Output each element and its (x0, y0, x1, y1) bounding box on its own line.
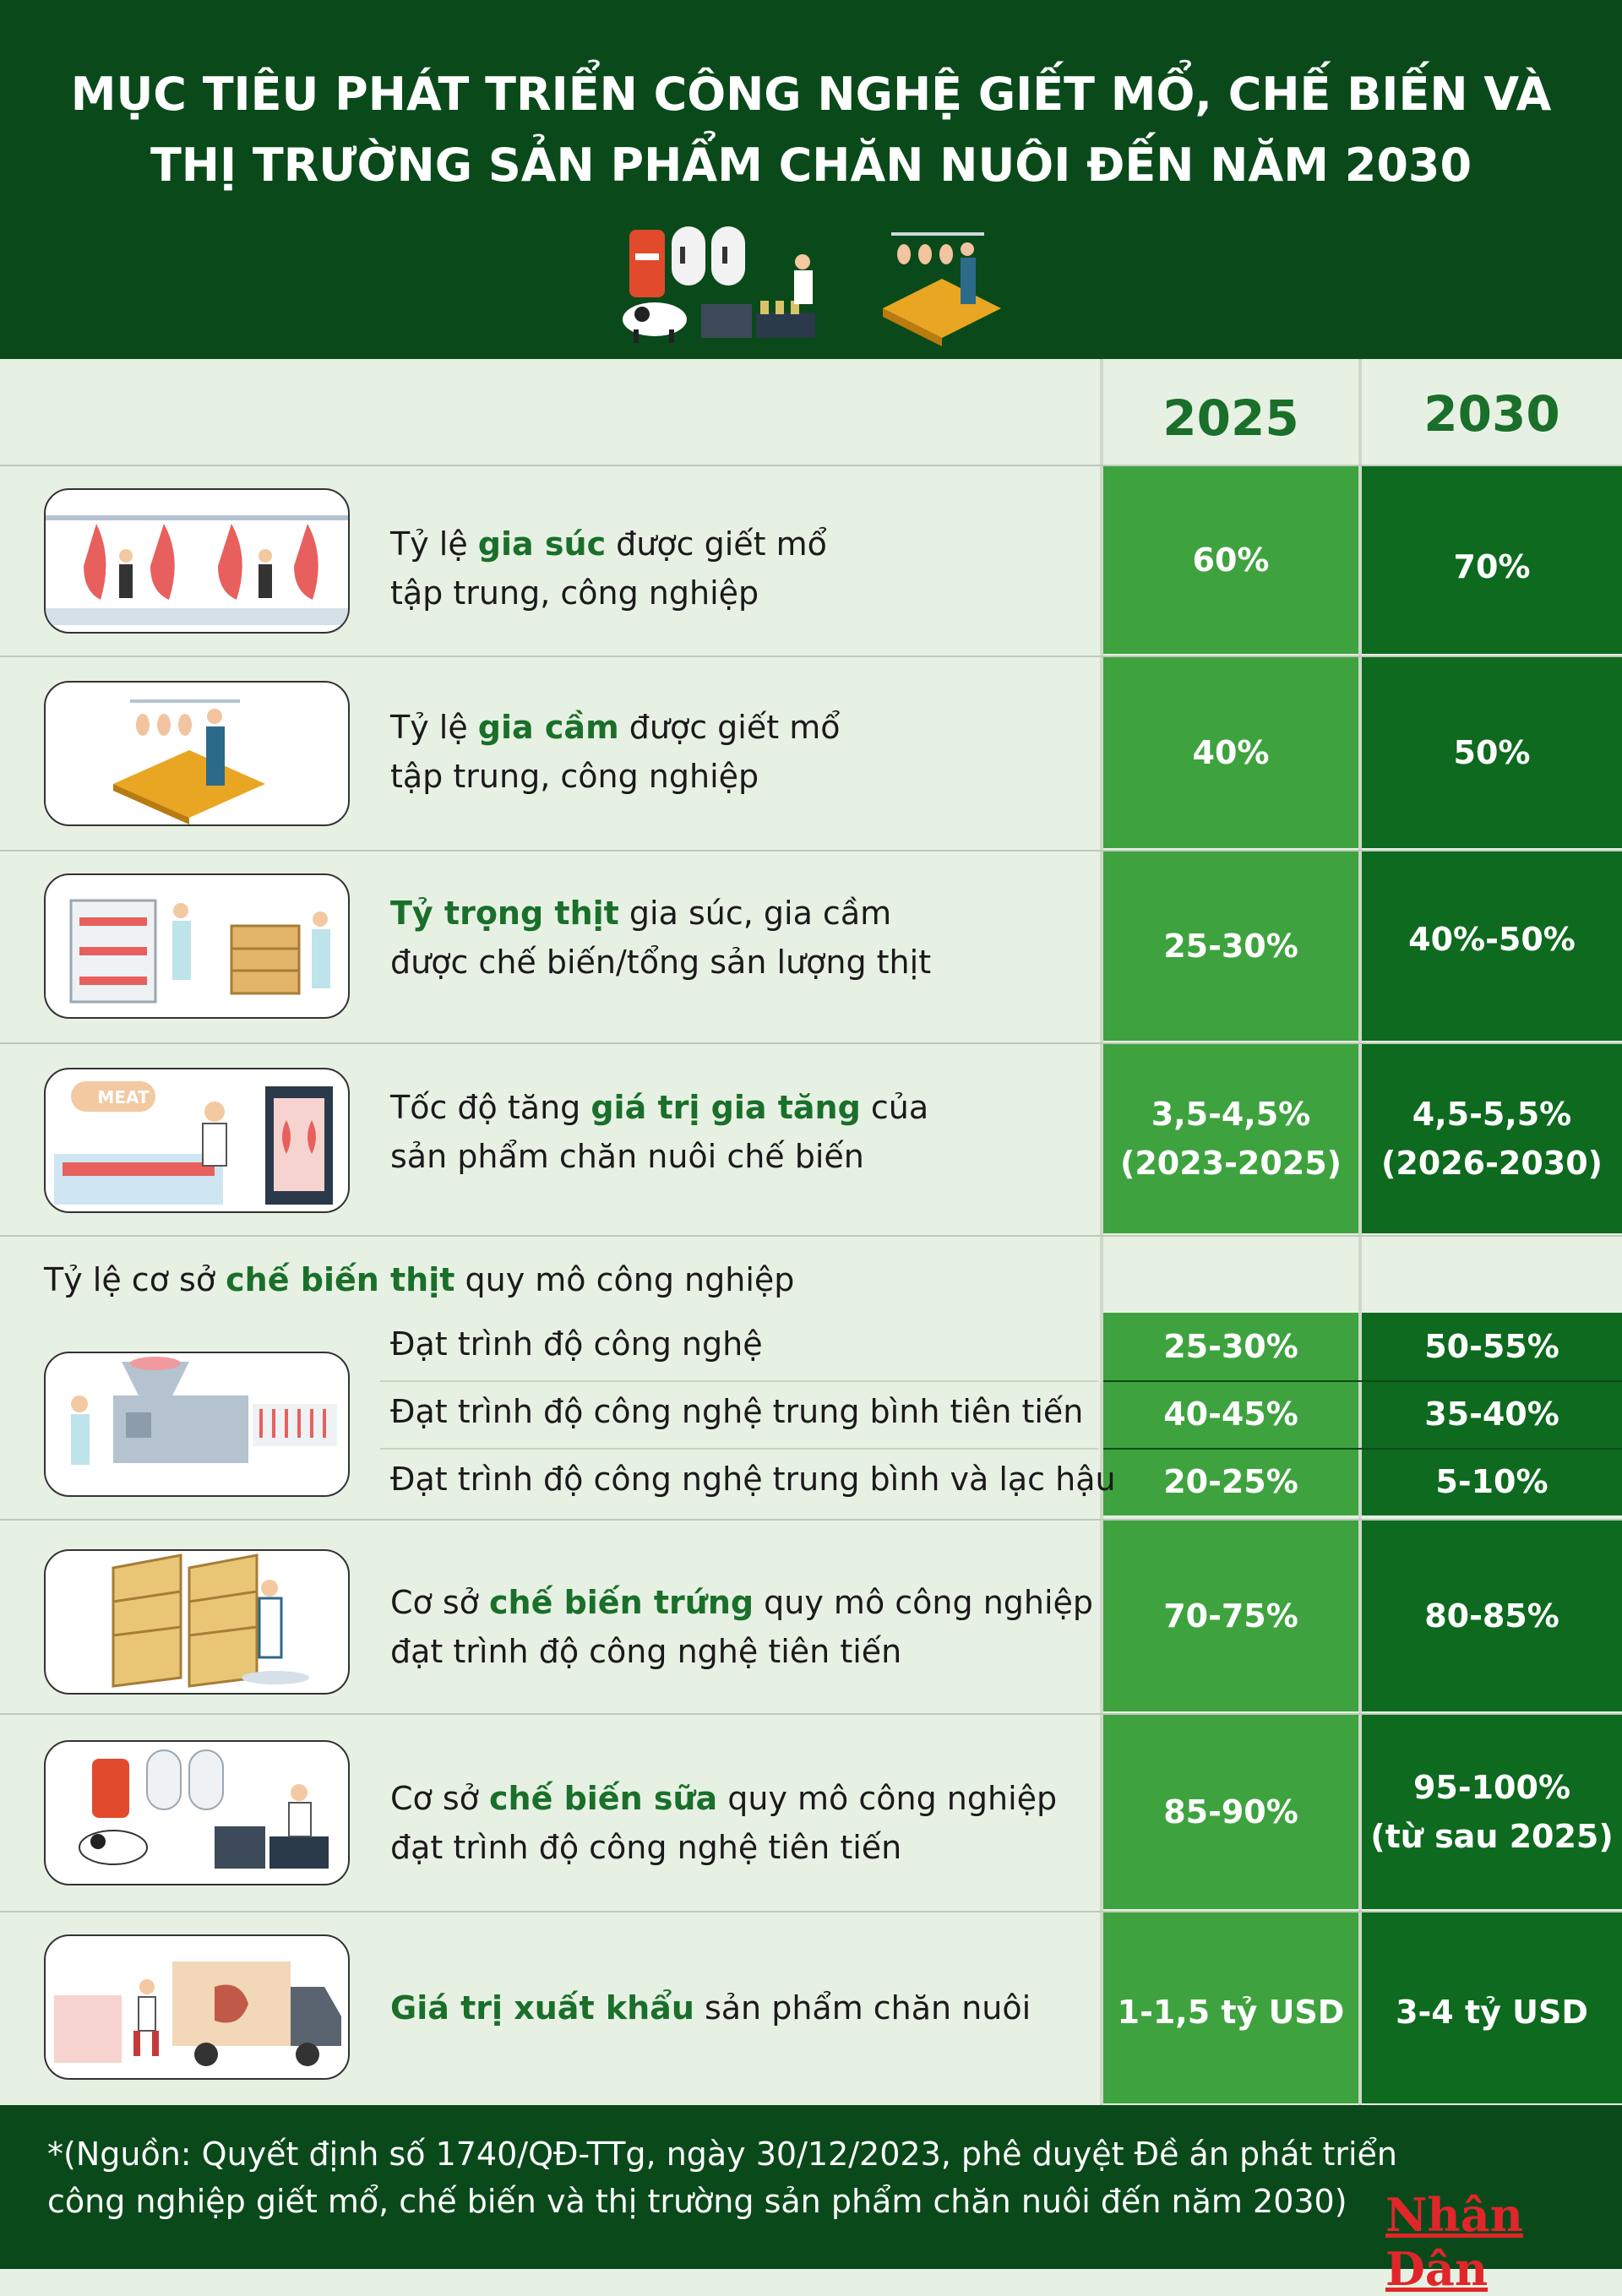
meat-shop-illustration: MEAT (44, 1068, 350, 1213)
subrow-1-2025-value: 25-30% (1163, 1328, 1298, 1365)
subrow-1-2030-value: 50-55% (1424, 1328, 1559, 1365)
row-1-highlight: gia súc (477, 525, 607, 563)
row-divider (0, 1713, 1622, 1715)
row-6-2025-value: 85-90% (1163, 1793, 1298, 1831)
title-line-2: THỊ TRƯỜNG SẢN PHẨM CHĂN NUÔI ĐẾN NĂM 20… (150, 139, 1472, 192)
cattle-slaughter-illustration (44, 488, 350, 634)
row-5-2025-value: 70-75% (1163, 1597, 1298, 1635)
row-3-2025-cell (1103, 851, 1358, 1041)
row-1-2025-cell (1103, 466, 1358, 654)
subrow-divider (380, 1380, 1098, 1382)
row-5-description: Cơ sở chế biến trứng quy mô công nghiệp … (390, 1584, 1094, 1670)
row-7-2030-value: 3-4 tỷ USD (1396, 1994, 1588, 2031)
subrow-divider (380, 1448, 1098, 1450)
meat-processing-illustration (44, 873, 350, 1019)
row-divider (0, 1235, 1622, 1237)
row-3-2025-value: 25-30% (1163, 928, 1298, 965)
section-highlight: chế biến thịt (226, 1261, 455, 1298)
poultry-slaughter-icon (113, 699, 265, 824)
header-banner: MỤC TIÊU PHÁT TRIỂN CÔNG NGHỆ GIẾT MỔ, C… (0, 0, 1622, 359)
row-4-2030-value: 4,5-5,5% (2026-2030) (1380, 1096, 1603, 1182)
col-divider-a (1100, 359, 1103, 2105)
row-2-2030-value: 50% (1453, 734, 1531, 771)
row-1-2030-cell (1362, 466, 1622, 654)
meat-machine-illustration (44, 1352, 350, 1497)
row-5-2025-cell (1103, 1521, 1358, 1711)
export-illustration (44, 1934, 350, 2080)
milk-processing-illustration (44, 1740, 350, 1885)
subrow-2-label: Đạt trình độ công nghệ trung bình tiên t… (390, 1393, 1084, 1430)
row-4-2025-cell (1103, 1044, 1358, 1233)
subrow-3-label: Đạt trình độ công nghệ trung bình và lạc… (390, 1461, 1116, 1498)
row-4-highlight: giá trị gia tăng (591, 1089, 861, 1126)
row-4-2025-value: 3,5-4,5% (2023-2025) (1119, 1096, 1342, 1182)
col-divider-b (1358, 359, 1362, 2105)
year-2025-header: 2025 (1162, 389, 1299, 447)
col-2025-header-bg (1103, 359, 1358, 465)
subrow-2-2030-value: 35-40% (1424, 1396, 1559, 1433)
page-title: MỤC TIÊU PHÁT TRIỂN CÔNG NGHỆ GIẾT MỔ, C… (51, 59, 1571, 201)
row-1-description: Tỷ lệ gia súc được giết mổ tập trung, cô… (390, 525, 827, 612)
source-footnote: *(Nguồn: Quyết định số 1740/QĐ-TTg, ngày… (47, 2135, 1398, 2220)
title-line-1: MỤC TIÊU PHÁT TRIỂN CÔNG NGHỆ GIẾT MỔ, C… (70, 68, 1552, 121)
row-5-2030-cell (1362, 1521, 1622, 1711)
subrows-2025-cell (1103, 1313, 1358, 1515)
row-divider (0, 850, 1622, 851)
egg-rack-icon (112, 1553, 309, 1688)
row-3-2030-cell (1362, 851, 1622, 1041)
row-7-description: Giá trị xuất khẩu sản phẩm chăn nuôi (390, 1989, 1031, 2027)
section-title: Tỷ lệ cơ sở chế biến thịt quy mô công ng… (44, 1261, 795, 1298)
egg-processing-illustration (44, 1549, 350, 1695)
poultry-line-icon (883, 232, 1001, 346)
nhan-dan-logo: Nhân Dân (1385, 2188, 1523, 2296)
row-2-description: Tỷ lệ gia cầm được giết mổ tập trung, cô… (390, 709, 841, 795)
row-3-description: Tỷ trọng thịt gia súc, gia cầm được chế … (390, 895, 932, 981)
row-3-2030-value: 40%-50% (1408, 921, 1576, 958)
row-2-2025-cell (1103, 657, 1358, 848)
subrow-2-2025-value: 40-45% (1163, 1396, 1298, 1433)
meat-storage-icon (69, 899, 330, 1004)
row-7-2025-value: 1-1,5 tỷ USD (1117, 1994, 1345, 2031)
milk-factory-icon (79, 1749, 329, 1869)
subrow-divider (1103, 1380, 1622, 1382)
meat-machine-icon (71, 1357, 337, 1465)
delivery-truck-icon (54, 1961, 341, 2066)
row-6-highlight: chế biến sữa (489, 1780, 718, 1817)
row-7-2030-cell (1362, 1912, 1622, 2103)
row-1-2030-value: 70% (1453, 548, 1531, 585)
year-2030-header: 2030 (1423, 385, 1560, 443)
subrow-1-label: Đạt trình độ công nghệ (390, 1325, 763, 1363)
row-5-highlight: chế biến trứng (489, 1584, 754, 1621)
meat-sign-text: MEAT (97, 1087, 149, 1107)
row-7-highlight: Giá trị xuất khẩu (390, 1989, 694, 2027)
poultry-slaughter-illustration (44, 681, 350, 826)
subrow-3-2030-value: 5-10% (1435, 1463, 1549, 1500)
footer-banner (0, 2105, 1622, 2269)
dairy-factory-icon (623, 226, 815, 343)
subrow-3-2025-value: 20-25% (1163, 1463, 1298, 1500)
meat-shop-icon: MEAT (54, 1081, 333, 1205)
row-6-2030-cell (1362, 1715, 1622, 1909)
row-4-2030-cell (1362, 1044, 1622, 1233)
row-5-2030-value: 80-85% (1424, 1597, 1559, 1635)
row-divider (0, 656, 1622, 657)
row-divider (0, 1519, 1622, 1521)
row-4-description: Tốc độ tăng giá trị gia tăng của sản phẩ… (390, 1089, 929, 1175)
row-1-2025-value: 60% (1192, 541, 1270, 579)
row-6-description: Cơ sở chế biến sữa quy mô công nghiệp đạ… (390, 1780, 1058, 1866)
row-2-2030-cell (1362, 657, 1622, 848)
row-2-highlight: gia cầm (477, 709, 619, 746)
row-7-2025-cell (1103, 1912, 1358, 2103)
row-divider (0, 465, 1622, 466)
row-divider (0, 1911, 1622, 1912)
cattle-slaughter-icon (46, 515, 348, 625)
subrow-divider (1103, 1448, 1622, 1450)
row-3-highlight: Tỷ trọng thịt (390, 895, 619, 932)
row-6-2025-cell (1103, 1715, 1358, 1909)
subrows-2030-cell (1362, 1313, 1622, 1515)
row-divider (0, 1042, 1622, 1044)
row-2-2025-value: 40% (1192, 734, 1270, 771)
row-6-2030-value: 95-100% (từ sau 2025) (1370, 1769, 1614, 1855)
